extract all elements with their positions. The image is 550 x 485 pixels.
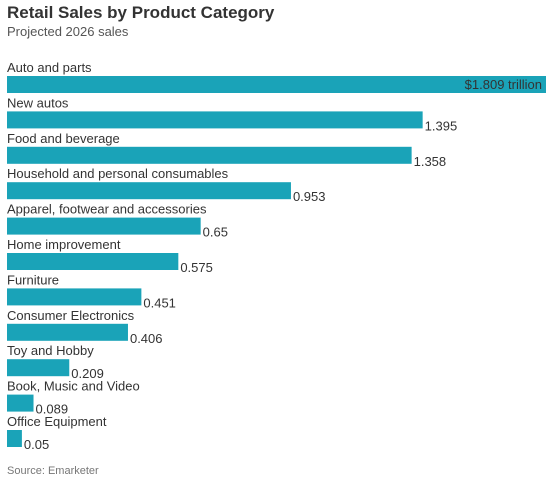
bar-household-and-personal-consumables [7, 182, 291, 200]
category-label-consumer-electronics: Consumer Electronics [7, 308, 135, 323]
bar-home-improvement [7, 253, 179, 270]
value-label-new-autos: 1.395 [425, 118, 458, 133]
category-label-apparel-footwear-and-accessories: Apparel, footwear and accessories [7, 202, 207, 217]
category-label-auto-and-parts: Auto and parts [7, 60, 92, 75]
chart-subtitle: Projected 2026 sales [7, 24, 129, 39]
value-label-household-and-personal-consumables: 0.953 [293, 189, 326, 204]
value-label-furniture: 0.451 [143, 295, 176, 310]
value-label-auto-and-parts: $1.809 trillion [465, 77, 542, 92]
value-label-consumer-electronics: 0.406 [130, 331, 163, 346]
value-label-food-and-beverage: 1.358 [414, 154, 447, 169]
chart-title: Retail Sales by Product Category [7, 3, 275, 22]
value-label-book-music-and-video: 0.089 [36, 402, 69, 417]
category-label-furniture: Furniture [7, 272, 59, 287]
value-label-apparel-footwear-and-accessories: 0.65 [203, 225, 228, 240]
value-label-toy-and-hobby: 0.209 [71, 366, 104, 381]
source-note: Source: Emarketer [7, 465, 99, 477]
value-label-office-equipment: 0.05 [24, 437, 49, 452]
category-label-book-music-and-video: Book, Music and Video [7, 379, 140, 394]
bar-chart: Auto and parts $1.809 trillion New autos 1.… [7, 60, 546, 452]
bar-consumer-electronics [7, 323, 128, 341]
category-label-food-and-beverage: Food and beverage [7, 131, 120, 146]
bar-apparel-footwear-and-accessories [7, 217, 201, 235]
category-label-toy-and-hobby: Toy and Hobby [7, 343, 94, 358]
bar-furniture [7, 288, 142, 306]
category-label-household-and-personal-consumables: Household and personal consumables [7, 166, 229, 181]
value-label-home-improvement: 0.575 [180, 260, 213, 275]
bar-book-music-and-video [7, 394, 34, 412]
category-label-new-autos: New autos [7, 95, 69, 110]
category-label-home-improvement: Home improvement [7, 237, 121, 252]
category-label-office-equipment: Office Equipment [7, 414, 107, 429]
bar-office-equipment [7, 430, 22, 447]
bar-toy-and-hobby [7, 359, 70, 377]
bar-food-and-beverage [7, 146, 412, 164]
bar-new-autos [7, 111, 423, 129]
bar-auto-and-parts [7, 76, 546, 93]
